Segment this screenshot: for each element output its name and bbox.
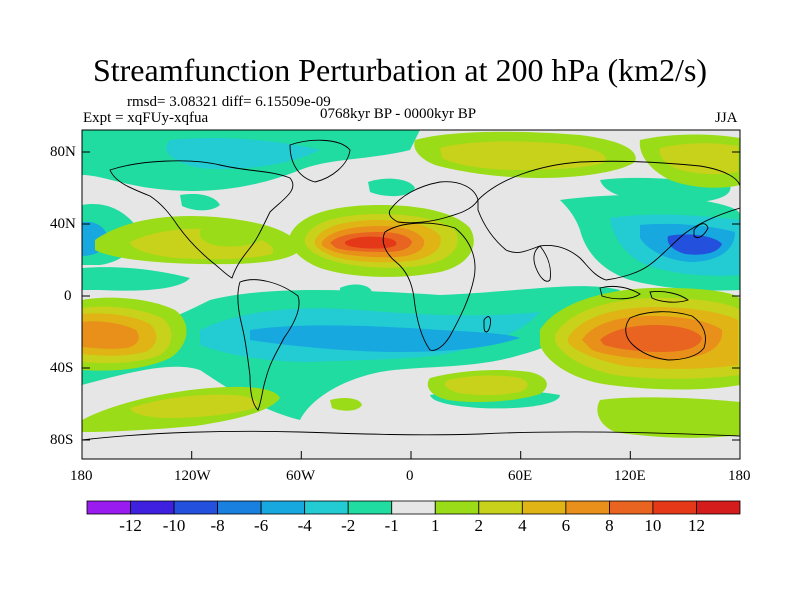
contour-fill-layer [82,130,740,438]
coastline-australia [625,311,706,361]
colorbar-swatch [478,500,523,515]
lon-label-120e: 120E [614,468,646,484]
coastline-south-america [237,279,300,411]
colorbar-swatch [609,500,654,515]
lon-label-60e: 60E [508,468,533,484]
colorbar-swatch [173,500,219,515]
colorbar-swatch [565,500,610,515]
colorbar-label: 12 [687,516,705,535]
lon-label-120w: 120W [174,468,211,484]
colorbar-label: 10 [644,516,662,535]
colorbar-label: 2 [474,516,484,535]
coastline-japan [693,223,709,239]
colorbar-label: 1 [431,516,440,535]
coastline-layer [82,139,740,441]
contour-positive-arctic-asia-2 [440,141,606,170]
colorbar-swatch [696,500,741,515]
colorbar-swatch [86,500,131,515]
coastline-indonesia [599,285,689,303]
contour-positive-south-atlantic-2 [130,394,258,418]
colorbar-swatch [260,500,306,515]
coastline-asia [477,160,740,281]
colorbar-swatch [652,500,697,515]
coastline-madagascar [483,316,491,333]
colorbar-swatch [217,500,262,515]
contour-positive-east-pacific-6 [82,321,139,349]
colorbar-label: -6 [254,516,269,535]
lat-label-40n: 40N [50,216,76,232]
lon-label-60w: 60W [286,468,316,484]
coastline-africa [382,222,476,351]
colorbar-label: -1 [384,516,399,535]
colorbar-swatch [521,500,567,515]
colorbar [86,500,741,515]
coastline-europe [388,181,479,224]
contour-positive-south-indian-2 [444,375,528,395]
contour-negative-north-pacific [180,194,220,211]
contour-negative-central-atlantic [340,284,372,299]
lat-label-40s: 40S [50,360,74,376]
rmsd-stats: rmsd= 3.08321 diff= 6.15509e-09 [127,94,331,110]
colorbar-label: -10 [162,516,186,535]
colorbar-swatch [434,500,480,515]
contour-positive-mid-atlantic [330,397,362,411]
colorbar-label: 6 [561,516,571,535]
colorbar-label: 8 [605,516,614,535]
contour-positive-siberia-2 [659,143,738,175]
lat-label-80n: 80N [50,144,76,160]
period-label: 0768kyr BP - 0000kyr BP [320,106,477,122]
contour-positive-antarctic [597,397,740,438]
contour-negative-asia-core [667,234,722,255]
colorbar-label: 4 [518,516,527,535]
coastline-india [533,245,551,282]
contour-negative-arctic-inner [166,138,320,170]
colorbar-swatch [130,500,175,515]
colorbar-label: -2 [341,516,356,535]
season-label: JJA [715,110,738,126]
colorbar-label: -12 [119,516,142,535]
colorbar-label: -4 [297,516,312,535]
axis-ticks [81,151,741,459]
experiment-label: Expt = xqFUy-xqfua [83,110,209,126]
lon-label-180w: 180 [70,468,93,484]
lon-label-0: 0 [406,468,414,484]
colorbar-swatch [391,500,436,515]
contour-negative-tropical-pacific [82,267,190,291]
coastline-greenland [289,139,351,183]
contour-positive-north-america [199,225,268,247]
lat-label-80s: 80S [50,432,74,448]
coastline-north-america [109,160,294,279]
colorbar-label: -8 [210,516,225,535]
colorbar-swatch [304,500,349,515]
contour-negative-north-atlantic [368,178,415,197]
lon-label-180e: 180 [728,468,751,484]
coastline-antarctica [82,430,740,441]
plot-title: Streamfunction Perturbation at 200 hPa (… [92,52,708,88]
lat-label-0: 0 [64,288,72,304]
colorbar-swatch [347,500,393,515]
